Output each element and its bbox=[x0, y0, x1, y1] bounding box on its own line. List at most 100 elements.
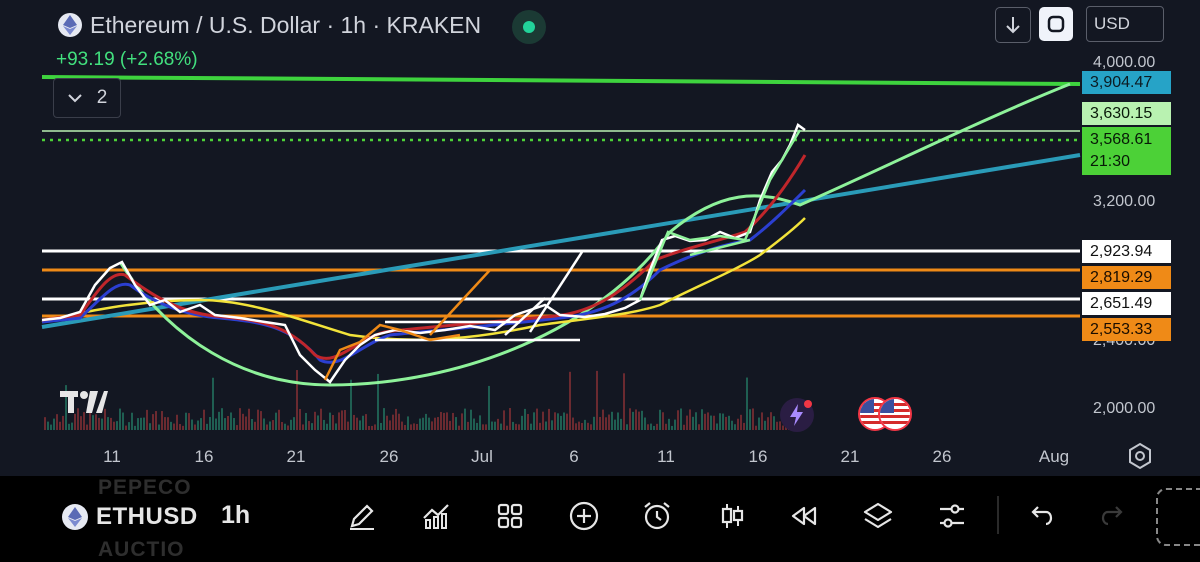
drawing-green-base[interactable] bbox=[689, 238, 751, 257]
settings-sliders-icon[interactable] bbox=[936, 500, 968, 532]
volume-bar bbox=[77, 408, 79, 430]
volume-bar bbox=[74, 413, 76, 430]
resistance-line-green[interactable] bbox=[41, 75, 1081, 86]
currency-selector[interactable]: USD bbox=[1086, 6, 1164, 42]
candlestick-icon[interactable] bbox=[716, 500, 748, 532]
current-price-tag[interactable]: 3,568.61 21:30 bbox=[1082, 127, 1171, 175]
volume-bar bbox=[608, 414, 610, 430]
undo-icon[interactable] bbox=[1024, 500, 1056, 532]
volume-bar bbox=[206, 423, 208, 430]
drawing-orange-diagonal[interactable] bbox=[429, 269, 491, 336]
volume-bar bbox=[716, 423, 718, 430]
bar-countdown: 21:30 bbox=[1090, 153, 1131, 170]
volume-bar bbox=[749, 409, 751, 430]
drawing-white-diagonal-1[interactable] bbox=[504, 297, 546, 336]
trendline-teal[interactable] bbox=[41, 153, 1081, 329]
drawing-orange-path[interactable] bbox=[323, 323, 461, 381]
pencil-icon[interactable] bbox=[346, 500, 378, 532]
volume-bar bbox=[626, 424, 628, 430]
volume-bar bbox=[629, 408, 631, 430]
redo-icon[interactable] bbox=[1098, 500, 1130, 532]
volume-bar bbox=[134, 425, 136, 430]
grid-icon[interactable] bbox=[494, 500, 526, 532]
interval-selector[interactable]: 1h bbox=[221, 501, 251, 529]
volume-bar bbox=[464, 408, 466, 430]
price-tag-3630[interactable]: 3,630.15 bbox=[1082, 102, 1171, 125]
volume-bar bbox=[299, 408, 301, 430]
us-event-flag-icon[interactable] bbox=[878, 397, 912, 431]
indicator-toggle-button[interactable]: 2 bbox=[53, 78, 121, 118]
volume-bar bbox=[467, 421, 469, 430]
market-status-indicator[interactable] bbox=[512, 10, 546, 44]
download-button[interactable] bbox=[995, 7, 1031, 43]
volume-bar bbox=[347, 421, 349, 430]
volume-bar bbox=[737, 418, 739, 430]
price-tag-2553[interactable]: 2,553.33 bbox=[1082, 318, 1171, 341]
price-tag-2819[interactable]: 2,819.29 bbox=[1082, 266, 1171, 289]
cup-arc[interactable] bbox=[118, 82, 1071, 387]
volume-bar bbox=[764, 420, 766, 430]
symbol-selector[interactable]: ETHUSD bbox=[62, 503, 198, 531]
volume-bar bbox=[98, 417, 100, 430]
volume-bar bbox=[305, 412, 307, 430]
volume-bar bbox=[245, 416, 247, 430]
time-axis-label: Jul bbox=[471, 447, 493, 466]
volume-bar bbox=[602, 409, 604, 430]
volume-bar bbox=[701, 409, 703, 430]
chart-settings-gear-icon[interactable] bbox=[1126, 442, 1154, 470]
volume-bar bbox=[344, 410, 346, 430]
volume-bar bbox=[152, 414, 154, 430]
volume-bar bbox=[557, 413, 559, 430]
ethereum-logo-icon bbox=[62, 504, 88, 530]
volume-bar bbox=[230, 412, 232, 430]
price-tag-3904[interactable]: 3,904.47 bbox=[1082, 71, 1171, 94]
volume-bar bbox=[722, 413, 724, 430]
tradingview-logo-icon bbox=[60, 389, 108, 420]
moving-average-yellow bbox=[41, 217, 806, 341]
drawing-white-diagonal-2[interactable] bbox=[528, 251, 584, 333]
volume-bar bbox=[692, 416, 694, 430]
volume-bar bbox=[401, 421, 403, 430]
volume-bar bbox=[581, 422, 583, 430]
flash-alert-icon[interactable] bbox=[780, 398, 814, 432]
volume-bar bbox=[698, 424, 700, 430]
volume-bar bbox=[137, 418, 139, 430]
volume-bar bbox=[605, 417, 607, 430]
price-chart[interactable] bbox=[0, 0, 1200, 476]
indicator-count: 2 bbox=[96, 87, 108, 108]
price-tag-2651[interactable]: 2,651.49 bbox=[1082, 292, 1171, 315]
volume-bar bbox=[365, 414, 367, 430]
fullscreen-button[interactable] bbox=[1039, 7, 1073, 41]
volume-bar bbox=[269, 421, 271, 430]
volume-bar bbox=[596, 370, 598, 430]
volume-bar bbox=[383, 408, 385, 430]
volume-bar bbox=[485, 424, 487, 430]
volume-bar bbox=[659, 409, 661, 430]
volume-bar bbox=[338, 412, 340, 430]
volume-bar bbox=[434, 417, 436, 430]
symbol-title[interactable]: Ethereum / U.S. Dollar · 1h · KRAKEN bbox=[90, 12, 482, 38]
volume-bar bbox=[527, 414, 529, 430]
alarm-icon[interactable] bbox=[641, 500, 673, 532]
expand-panel-button[interactable] bbox=[1156, 488, 1200, 546]
layers-icon[interactable] bbox=[862, 500, 894, 532]
price-tag-2923[interactable]: 2,923.94 bbox=[1082, 240, 1171, 263]
volume-bar bbox=[506, 425, 508, 430]
arrow-down-icon bbox=[1006, 17, 1020, 34]
current-price: 3,568.61 bbox=[1090, 131, 1153, 148]
volume-bar bbox=[647, 424, 649, 430]
drawing-green-impulse[interactable] bbox=[638, 129, 802, 301]
volume-bar bbox=[782, 425, 784, 430]
volume-bar bbox=[623, 373, 625, 430]
volume-bar bbox=[233, 418, 235, 430]
volume-bar bbox=[566, 413, 568, 430]
plus-circle-icon[interactable] bbox=[568, 500, 600, 532]
volume-bar bbox=[683, 424, 685, 430]
volume-bar bbox=[761, 412, 763, 430]
replay-icon[interactable] bbox=[789, 500, 821, 532]
volume-bar bbox=[185, 412, 187, 430]
volume-bar bbox=[680, 408, 682, 430]
indicators-icon[interactable] bbox=[420, 500, 452, 532]
chart-area[interactable]: Ethereum / U.S. Dollar · 1h · KRAKEN +93… bbox=[0, 0, 1200, 476]
volume-bar bbox=[521, 415, 523, 430]
